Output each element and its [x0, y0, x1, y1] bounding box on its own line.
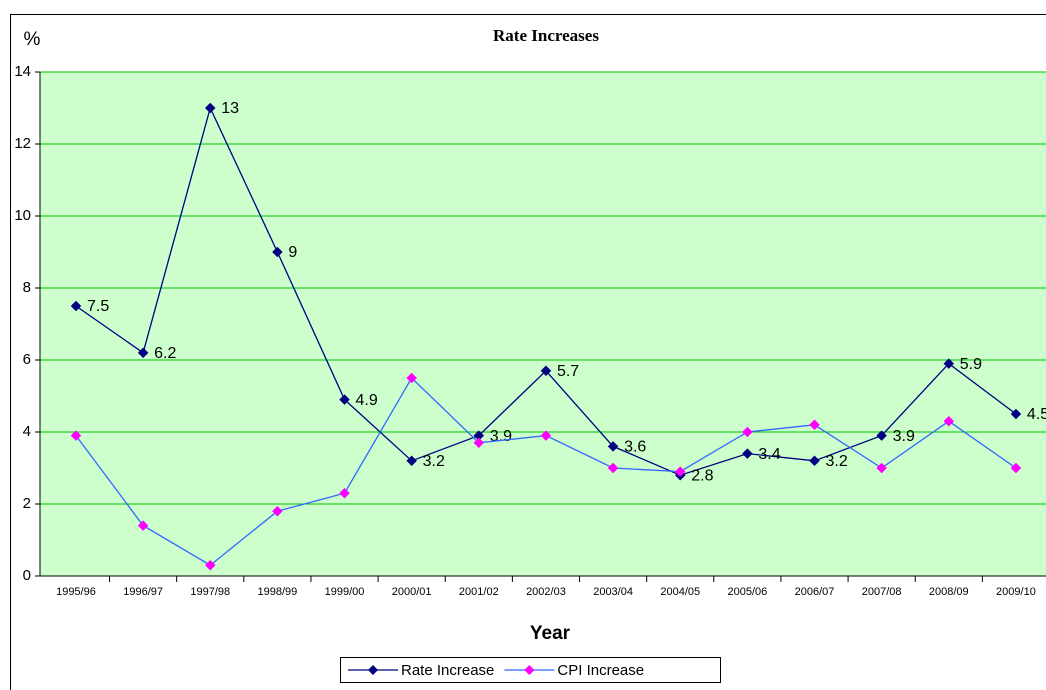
data-point: [70, 300, 82, 312]
x-tick-label: 1997/98: [190, 586, 230, 598]
x-tick-label: 2008/09: [929, 586, 969, 598]
data-point: [943, 415, 955, 427]
data-label: 13: [221, 100, 239, 117]
legend-label: CPI Increase: [557, 662, 644, 679]
data-label: 7.5: [87, 298, 109, 315]
legend-marker: [368, 665, 378, 675]
x-tick-label: 2006/07: [795, 586, 835, 598]
data-label: 4.9: [356, 392, 378, 409]
y-axis-label: %: [24, 29, 41, 50]
chart-title: Rate Increases: [493, 26, 599, 45]
data-point: [137, 347, 149, 359]
data-point: [1010, 408, 1022, 420]
data-point: [406, 372, 418, 384]
data-point: [809, 419, 820, 431]
x-axis-label: Year: [530, 623, 571, 644]
data-point: [70, 430, 82, 441]
x-tick-label: 1998/99: [258, 586, 298, 598]
data-point: [943, 358, 955, 369]
data-point: [339, 487, 350, 499]
y-tick-label: 2: [23, 495, 31, 512]
x-tick-label: 2001/02: [459, 586, 499, 598]
data-label: 3.6: [624, 439, 646, 456]
y-tick-label: 4: [23, 423, 31, 440]
data-point: [1010, 462, 1022, 474]
data-point: [204, 102, 216, 114]
x-tick-label: 2007/08: [862, 586, 902, 598]
data-point: [137, 520, 149, 531]
y-tick-label: 12: [14, 135, 31, 152]
data-point: [204, 559, 216, 571]
data-label: 3.4: [758, 446, 780, 463]
x-tick-label: 2004/05: [660, 586, 700, 598]
data-label: 4.5: [1027, 406, 1046, 423]
data-point: [607, 462, 619, 474]
data-point: [742, 426, 753, 438]
data-point: [607, 441, 619, 452]
data-label: 6.2: [154, 345, 176, 362]
data-point: [876, 430, 888, 441]
y-tick-label: 14: [14, 63, 31, 80]
x-tick-label: 1995/96: [56, 586, 96, 598]
x-tick-label: 2005/06: [727, 586, 767, 598]
y-tick-label: 10: [14, 207, 31, 224]
data-label: 9: [288, 244, 297, 261]
y-tick-label: 6: [23, 351, 31, 368]
data-label: 2.8: [691, 467, 713, 484]
x-tick-label: 1999/00: [325, 586, 365, 598]
legend-marker: [524, 665, 535, 675]
data-point: [540, 365, 552, 377]
data-label: 5.7: [557, 363, 579, 380]
legend-label: Rate Increase: [401, 662, 494, 679]
data-label: 3.9: [893, 428, 915, 445]
data-point: [272, 246, 283, 258]
x-tick-label: 2003/04: [593, 586, 633, 598]
y-tick-label: 0: [23, 567, 31, 584]
data-label: 5.9: [960, 356, 982, 373]
data-point: [339, 394, 350, 405]
data-label: 3.2: [423, 453, 445, 470]
x-tick-label: 1996/97: [123, 586, 163, 598]
data-label: 3.9: [490, 428, 512, 445]
x-tick-label: 2000/01: [392, 586, 432, 598]
data-point: [742, 448, 753, 459]
data-point: [674, 466, 686, 477]
data-point: [406, 455, 418, 467]
legend: Rate Increase CPI Increase: [340, 657, 721, 683]
x-tick-label: 2009/10: [996, 586, 1036, 598]
y-tick-label: 8: [23, 279, 31, 296]
data-point: [272, 505, 283, 517]
data-point: [876, 462, 888, 474]
data-point: [473, 437, 485, 449]
data-point: [540, 430, 552, 441]
plot-area: [40, 72, 1046, 576]
data-label: 3.2: [826, 453, 848, 470]
x-tick-label: 2002/03: [526, 586, 566, 598]
data-point: [809, 455, 820, 467]
